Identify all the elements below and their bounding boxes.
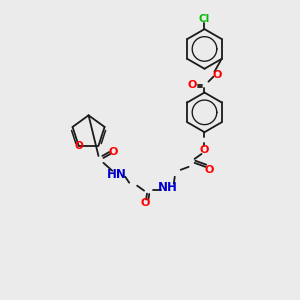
Text: O: O (200, 145, 209, 155)
Text: O: O (188, 80, 197, 90)
Text: O: O (205, 165, 214, 175)
Text: NH: NH (158, 181, 178, 194)
Text: Cl: Cl (199, 14, 210, 24)
Text: O: O (109, 147, 118, 157)
Text: O: O (140, 199, 150, 208)
Text: HN: HN (107, 168, 127, 181)
Text: O: O (213, 70, 222, 80)
Text: O: O (74, 141, 83, 151)
